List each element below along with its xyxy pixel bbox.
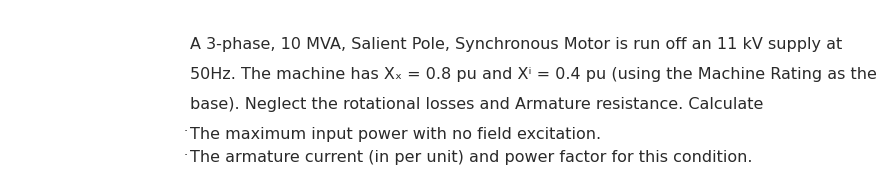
- Text: The maximum input power with no field excitation.: The maximum input power with no field ex…: [190, 127, 601, 142]
- Text: base). Neglect the rotational losses and Armature resistance. Calculate: base). Neglect the rotational losses and…: [190, 98, 764, 112]
- Text: ·: ·: [183, 149, 187, 162]
- Text: The armature current (in per unit) and power factor for this condition.: The armature current (in per unit) and p…: [190, 150, 753, 165]
- Text: 50Hz. The machine has Xₓ = 0.8 pu and Xⁱ = 0.4 pu (using the Machine Rating as t: 50Hz. The machine has Xₓ = 0.8 pu and Xⁱ…: [190, 67, 877, 82]
- Text: A 3-phase, 10 MVA, Salient Pole, Synchronous Motor is run off an 11 kV supply at: A 3-phase, 10 MVA, Salient Pole, Synchro…: [190, 36, 843, 52]
- Text: ·: ·: [183, 125, 187, 138]
